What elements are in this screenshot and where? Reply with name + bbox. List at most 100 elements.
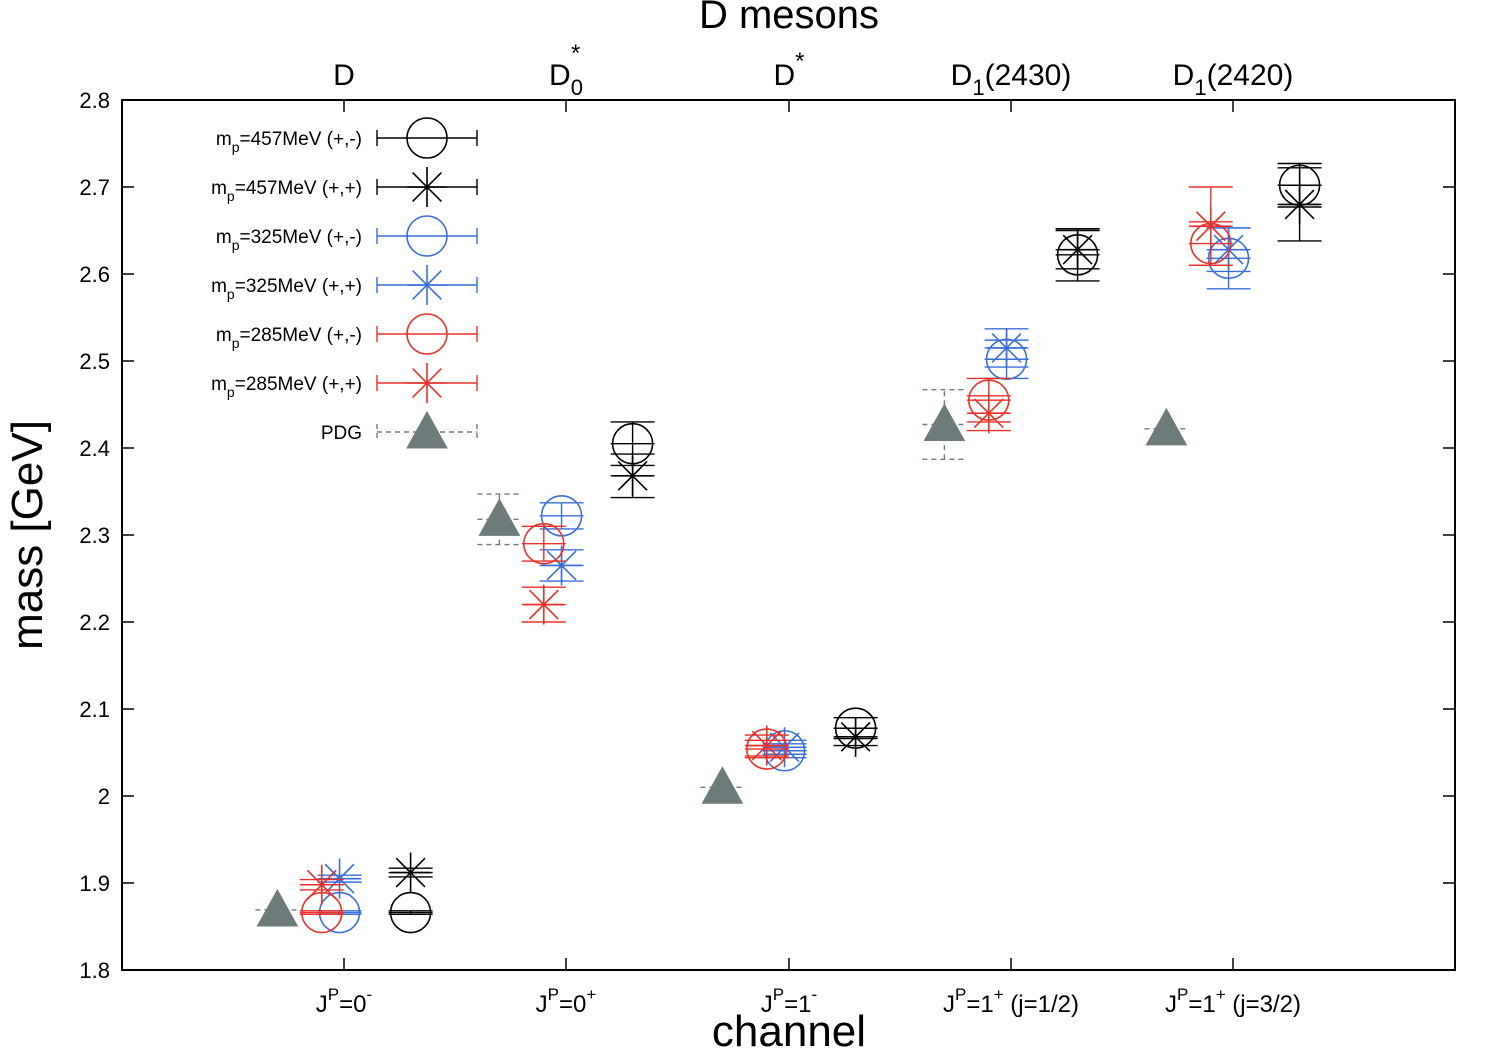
category-label-top: D* [773, 48, 804, 92]
data-point [1057, 229, 1098, 270]
category-label-part: (2420) [1207, 59, 1294, 92]
data-point [389, 891, 432, 934]
category-label-part: D [549, 59, 571, 92]
data-point [612, 455, 653, 496]
data-point [319, 858, 360, 899]
legend-label-part: =457MeV (+,-) [240, 129, 363, 150]
category-labels-group: JP=0-DJP=0+D0*JP=1-D*JP=1+ (j=1/2)D1(243… [316, 40, 1301, 1018]
category-label-sub: 1 [1194, 75, 1206, 100]
legend-label-part: PDG [321, 423, 362, 444]
category-label-sup: - [812, 985, 818, 1004]
data-point [1145, 407, 1188, 446]
legend-marker [406, 313, 448, 355]
legend-marker [407, 265, 447, 305]
data-point [1208, 229, 1249, 270]
category-label-sup: P [328, 985, 339, 1004]
y-tick-label: 1.9 [79, 871, 110, 896]
series-6 [255, 389, 1189, 927]
category-label-bottom: JP=0+ [536, 985, 597, 1018]
series-5 [299, 186, 1233, 905]
series-4 [299, 221, 1233, 934]
category-label-part: D [333, 59, 355, 92]
legend-label-part: m [211, 374, 227, 395]
category-label-part: (j=3/2) [1226, 991, 1301, 1018]
legend-label: mp=325MeV (+,+) [211, 276, 362, 302]
data-point [764, 727, 805, 768]
data-point [256, 888, 299, 927]
legend-label-part: m [211, 276, 227, 297]
series-1 [388, 167, 1322, 893]
y-tick-label: 2.6 [79, 262, 110, 287]
data-point [522, 522, 565, 565]
data-point [835, 716, 876, 757]
category-label-bottom: JP=1+ (j=1/2) [943, 985, 1079, 1018]
legend-label-part: m [216, 129, 232, 150]
y-tick-label: 2.5 [79, 349, 110, 374]
category-label-sup: * [571, 40, 580, 67]
series-3 [317, 227, 1251, 899]
category-label-sup: + [1216, 985, 1226, 1004]
category-label-sup: P [955, 985, 966, 1004]
legend-label-sub: p [227, 188, 235, 204]
y-tick-label: 2.8 [79, 88, 110, 113]
category-label-sup: P [1177, 985, 1188, 1004]
legend-label-sub: p [227, 384, 235, 400]
category-label-sup: * [795, 48, 804, 75]
category-label-part: =1 [784, 991, 811, 1018]
category-label-top: D1(2420) [1173, 59, 1294, 100]
category-label-bottom: JP=1- [761, 985, 817, 1018]
legend-label-part: m [216, 227, 232, 248]
legend-label-sub: p [232, 335, 240, 351]
y-axis-label: mass [GeV] [3, 420, 52, 650]
data-point [986, 327, 1027, 368]
chart-title: D mesons [699, 0, 879, 37]
y-tick-label: 2.4 [79, 436, 110, 461]
data-point [746, 725, 787, 766]
y-tick-label: 2.7 [79, 175, 110, 200]
legend-label: mp=285MeV (+,+) [211, 374, 362, 400]
legend-marker [407, 167, 447, 207]
category-label-top: D1(2430) [951, 59, 1072, 100]
legend-label-part: m [211, 178, 227, 199]
data-point [541, 545, 582, 586]
legend-label-part: =325MeV (+,-) [240, 227, 363, 248]
category-label-top: D [333, 59, 355, 92]
legend-marker [406, 410, 448, 449]
series-0 [388, 162, 1322, 934]
axis-labels-group: D mesons channel mass [GeV] [3, 0, 879, 1050]
category-label-part: (2430) [985, 59, 1072, 92]
category-label-part: J [536, 991, 548, 1018]
legend-label-sub: p [227, 286, 235, 302]
category-label-part: J [943, 991, 955, 1018]
category-label-sub: 1 [972, 75, 984, 100]
data-point [301, 864, 342, 905]
category-label-sup: + [994, 985, 1004, 1004]
data-point [1279, 184, 1320, 225]
legend-label: PDG [321, 423, 362, 444]
y-tick-label: 2 [98, 784, 110, 809]
x-axis-label: channel [712, 1007, 866, 1050]
legend-label-part: =325MeV (+,+) [235, 276, 362, 297]
category-label-part: (j=1/2) [1004, 991, 1079, 1018]
category-label-part: =0 [559, 991, 586, 1018]
y-tick-label: 1.8 [79, 958, 110, 983]
legend-label: mp=457MeV (+,+) [211, 178, 362, 204]
legend-label-sub: p [232, 139, 240, 155]
legend-label-part: m [216, 325, 232, 346]
data-point [701, 766, 744, 804]
category-label-part: J [316, 991, 328, 1018]
category-label-sup: - [367, 985, 373, 1004]
category-label-part: =1 [966, 991, 993, 1018]
y-tick-label: 2.2 [79, 610, 110, 635]
legend-label: mp=325MeV (+,-) [216, 227, 362, 253]
legend: mp=457MeV (+,-)mp=457MeV (+,+)mp=325MeV … [211, 117, 478, 449]
legend-label-part: =285MeV (+,-) [240, 325, 363, 346]
legend-label: mp=457MeV (+,-) [216, 129, 362, 155]
data-point [478, 498, 521, 536]
y-tick-label: 2.1 [79, 697, 110, 722]
category-label-sup: + [586, 985, 596, 1004]
legend-label-part: =285MeV (+,+) [235, 374, 362, 395]
category-label-part: =1 [1188, 991, 1215, 1018]
